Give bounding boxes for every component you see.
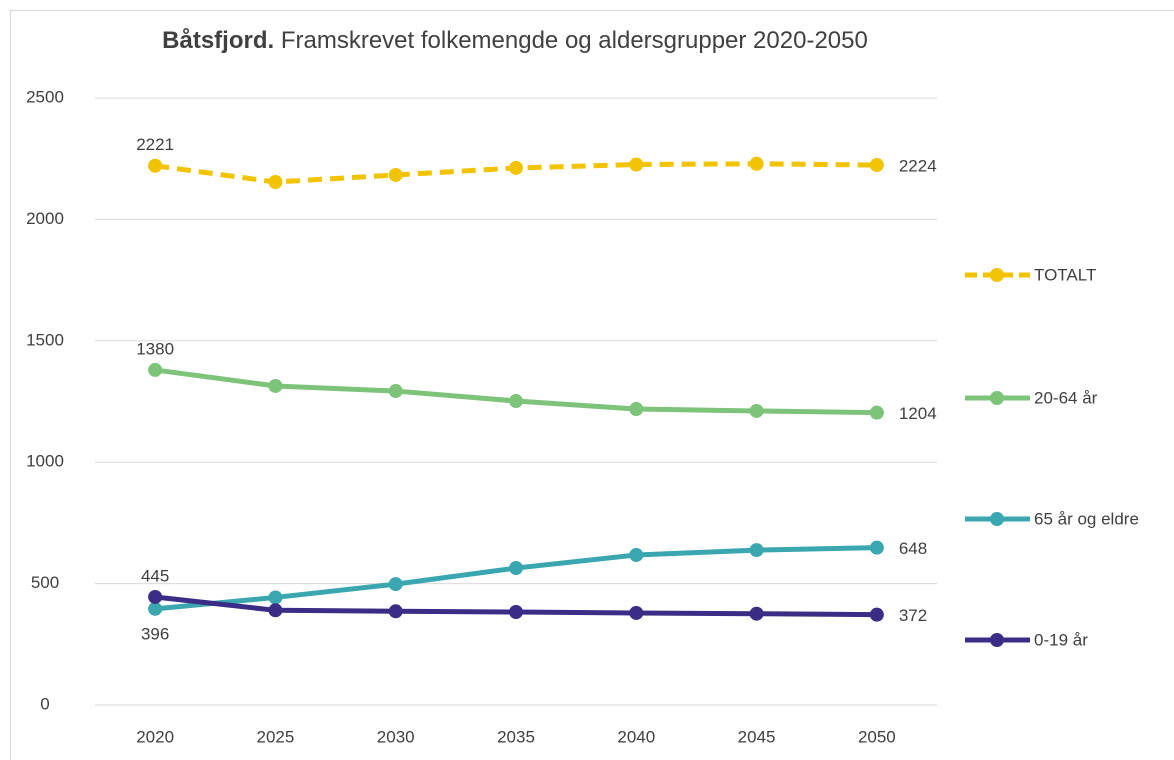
data-point	[749, 156, 764, 171]
data-point	[268, 378, 283, 393]
data-label: 2221	[136, 135, 174, 154]
data-point	[268, 590, 283, 605]
legend-marker	[990, 512, 1004, 526]
data-point	[268, 603, 283, 618]
chart-border	[10, 10, 1174, 760]
x-tick-label: 2020	[136, 727, 174, 746]
data-label: 396	[141, 624, 169, 643]
data-label: 2224	[899, 156, 937, 175]
y-tick-label: 2500	[26, 87, 64, 106]
x-tick-label: 2030	[377, 727, 415, 746]
data-point	[869, 607, 884, 622]
data-point	[509, 605, 523, 620]
legend-label: 0-19 år	[1034, 630, 1088, 649]
x-tick-label: 2050	[858, 727, 896, 746]
y-tick-label: 1000	[26, 452, 64, 471]
legend-label: 20-64 år	[1034, 388, 1098, 407]
data-point	[388, 604, 403, 619]
data-label: 445	[141, 566, 169, 585]
x-tick-label: 2045	[738, 727, 776, 746]
data-point	[388, 167, 403, 182]
data-label: 648	[899, 539, 927, 558]
data-point	[749, 403, 764, 418]
data-label: 1204	[899, 404, 937, 423]
data-point	[629, 402, 644, 417]
chart-title: Båtsfjord. Framskrevet folkemengde og al…	[162, 27, 868, 54]
title-bold: Båtsfjord.	[162, 27, 274, 54]
data-label: 1380	[136, 339, 174, 358]
data-point	[629, 547, 644, 562]
data-point	[749, 606, 764, 621]
data-point	[148, 589, 163, 604]
legend-marker	[990, 633, 1004, 647]
data-point	[629, 157, 644, 172]
title-rest: Framskrevet folkemengde og aldersgrupper…	[281, 27, 868, 54]
data-point	[869, 540, 884, 555]
legend-marker	[990, 391, 1004, 405]
data-label: 372	[899, 606, 927, 625]
data-point	[869, 158, 884, 173]
data-point	[629, 605, 644, 620]
y-tick-label: 1500	[26, 330, 64, 349]
data-point	[509, 160, 523, 175]
data-point	[509, 394, 523, 409]
data-point	[749, 543, 764, 558]
data-point	[388, 577, 403, 592]
x-tick-label: 2035	[497, 727, 535, 746]
data-point	[388, 384, 403, 399]
y-tick-label: 0	[40, 694, 49, 713]
x-tick-label: 2040	[617, 727, 655, 746]
data-point	[268, 175, 283, 190]
legend-label: TOTALT	[1034, 265, 1096, 284]
data-point	[148, 362, 163, 377]
legend-label: 65 år og eldre	[1034, 509, 1139, 528]
data-point	[148, 158, 163, 173]
data-point	[869, 405, 884, 420]
y-tick-label: 500	[31, 573, 59, 592]
x-tick-label: 2025	[257, 727, 295, 746]
data-point	[509, 561, 523, 576]
y-tick-label: 2000	[26, 209, 64, 228]
legend-marker	[990, 268, 1004, 282]
data-point	[148, 601, 163, 616]
